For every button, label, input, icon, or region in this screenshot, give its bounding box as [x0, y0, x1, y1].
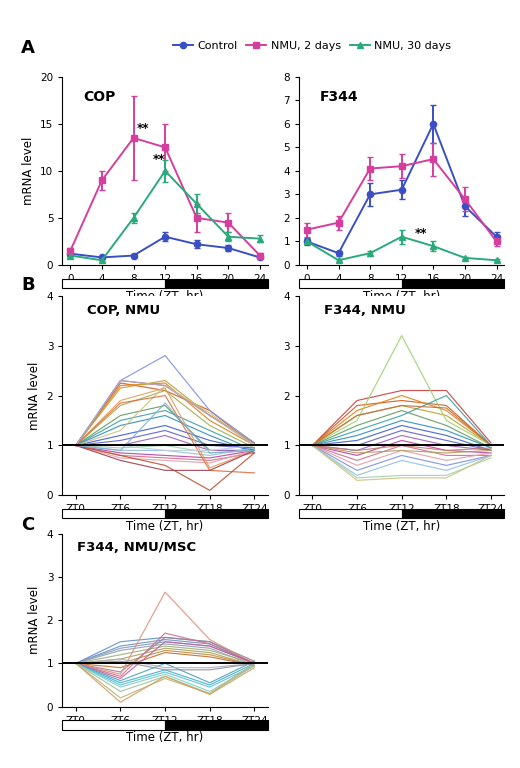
Text: F344: F344: [319, 90, 358, 104]
Text: COP: COP: [83, 90, 115, 104]
X-axis label: Time (ZT, hr): Time (ZT, hr): [126, 290, 204, 303]
Text: F344, NMU/MSC: F344, NMU/MSC: [77, 541, 196, 554]
X-axis label: Time (ZT, hr): Time (ZT, hr): [126, 731, 204, 744]
Text: COP, NMU: COP, NMU: [87, 303, 160, 316]
Legend: Control, NMU, 2 days, NMU, 30 days: Control, NMU, 2 days, NMU, 30 days: [168, 36, 456, 55]
Text: **: **: [137, 122, 149, 135]
Text: C: C: [21, 516, 34, 535]
Text: B: B: [21, 276, 35, 293]
Text: **: **: [152, 153, 165, 166]
X-axis label: Time (ZT, hr): Time (ZT, hr): [126, 520, 204, 533]
Text: F344, NMU: F344, NMU: [323, 303, 406, 316]
Y-axis label: mRNA level: mRNA level: [28, 361, 41, 430]
Y-axis label: mRNA level: mRNA level: [21, 137, 34, 205]
X-axis label: Time (ZT, hr): Time (ZT, hr): [363, 290, 440, 303]
X-axis label: Time (ZT, hr): Time (ZT, hr): [363, 520, 440, 533]
Text: A: A: [21, 39, 35, 57]
Text: **: **: [415, 227, 427, 240]
Y-axis label: mRNA level: mRNA level: [28, 586, 41, 654]
